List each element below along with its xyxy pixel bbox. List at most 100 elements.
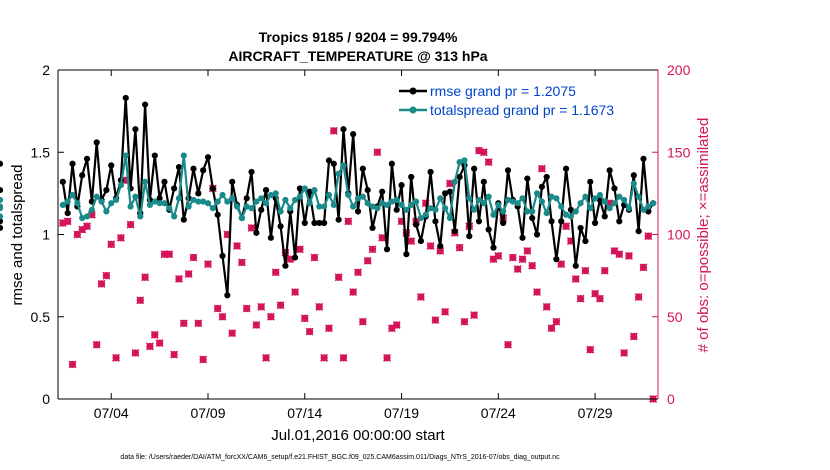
totalspread-point [267, 191, 275, 199]
obs-assimilated-marker [368, 245, 377, 254]
rmse-point [79, 172, 86, 179]
totalspread-point [529, 208, 536, 215]
obs-assimilated-marker [431, 316, 440, 325]
totalspread-point [616, 193, 623, 200]
obs-assimilated-marker [436, 246, 445, 255]
rmse-point [267, 234, 275, 241]
totalspread-point [316, 203, 323, 210]
rmse-point [504, 167, 512, 174]
totalspread-point [190, 196, 197, 204]
obs-point [644, 232, 653, 241]
obs-assimilated-marker [247, 223, 256, 232]
totalspread-point [219, 191, 226, 199]
totalspread-point [562, 211, 570, 218]
obs-point [576, 294, 585, 303]
obs-assimilated-marker [97, 279, 106, 288]
obs-assimilated-marker [170, 350, 179, 359]
obs-point [184, 270, 193, 278]
totalspread-point [369, 203, 376, 210]
obs-assimilated-marker [644, 232, 653, 241]
y-tick-label-right: 100 [667, 227, 691, 243]
totalspread-point [567, 213, 575, 220]
obs-assimilated-marker [479, 148, 488, 157]
rmse-point [262, 186, 270, 194]
obs-point [586, 345, 595, 354]
totalspread-point [533, 190, 541, 197]
totalspread-point [340, 162, 347, 169]
rmse-point [248, 168, 255, 176]
obs-assimilated-marker [562, 222, 571, 231]
rmse-point [151, 152, 158, 159]
rmse-point [558, 218, 565, 225]
totalspread-point [248, 205, 255, 212]
rmse-point [529, 214, 536, 222]
obs-point [518, 255, 527, 264]
totalspread-point [427, 205, 434, 212]
obs-point [233, 242, 241, 250]
totalspread-point [475, 196, 483, 204]
obs-point [276, 301, 285, 310]
rmse-point [398, 182, 405, 189]
y-tick-label-left: 1 [42, 227, 50, 243]
obs-assimilated-marker [189, 253, 198, 262]
rmse-point [306, 188, 313, 195]
rmse-point [204, 154, 212, 161]
obs-point [358, 317, 367, 326]
obs-assimilated-marker [102, 271, 111, 280]
x-tick-label: 07/24 [481, 405, 516, 421]
totalspread-point [611, 200, 618, 207]
totalspread-point [59, 201, 66, 208]
rmse-point [301, 219, 308, 227]
obs-point [508, 253, 517, 262]
rmse-point [548, 218, 555, 225]
rmse-point [340, 126, 347, 133]
totalspread-point [417, 214, 425, 222]
rmse-point [543, 173, 550, 181]
totalspread-point [93, 193, 100, 200]
rmse-point [582, 237, 589, 245]
obs-point [629, 332, 638, 341]
totalspread-point [98, 198, 105, 205]
totalspread-point [456, 159, 463, 166]
totalspread-point [398, 201, 405, 208]
obs-assimilated-marker [629, 332, 638, 341]
obs-point [557, 260, 566, 269]
obs-point [620, 348, 629, 357]
rmse-point [490, 244, 497, 251]
obs-assimilated-marker [407, 237, 416, 246]
obs-assimilated-marker [184, 270, 193, 278]
totalspread-point [127, 203, 134, 210]
obs-point [368, 245, 377, 254]
obs-assimilated-marker [552, 317, 561, 326]
rmse-point [258, 206, 265, 213]
obs-point [571, 274, 580, 283]
legend: rmse grand pr = 1.2075 totalspread grand… [396, 80, 654, 120]
obs-point [494, 251, 503, 260]
rmse-point [156, 195, 163, 202]
rmse-point [0, 218, 4, 225]
obs-point [92, 340, 101, 349]
obs-point [625, 251, 633, 260]
obs-assimilated-marker [595, 294, 604, 303]
obs-point [378, 233, 387, 242]
obs-point [242, 304, 251, 313]
rmse-point [645, 208, 652, 215]
obs-assimilated-marker [504, 340, 512, 349]
obs-assimilated-marker [533, 288, 541, 297]
totalspread-point [572, 208, 579, 215]
obs-point [165, 250, 174, 259]
totalspread-point [88, 206, 95, 213]
obs-assimilated-marker [620, 348, 629, 357]
obs-assimilated-marker [484, 158, 493, 167]
rmse-point [616, 218, 623, 225]
rmse-point [572, 262, 579, 269]
totalspread-point [108, 200, 115, 207]
rmse-point [83, 155, 91, 162]
obs-point [237, 258, 246, 267]
obs-assimilated-marker [528, 261, 537, 270]
x-tick-label: 07/29 [578, 405, 613, 421]
rmse-point [446, 188, 454, 195]
totalspread-point [180, 152, 187, 159]
obs-assimilated-marker [295, 245, 304, 254]
obs-point [615, 250, 624, 259]
